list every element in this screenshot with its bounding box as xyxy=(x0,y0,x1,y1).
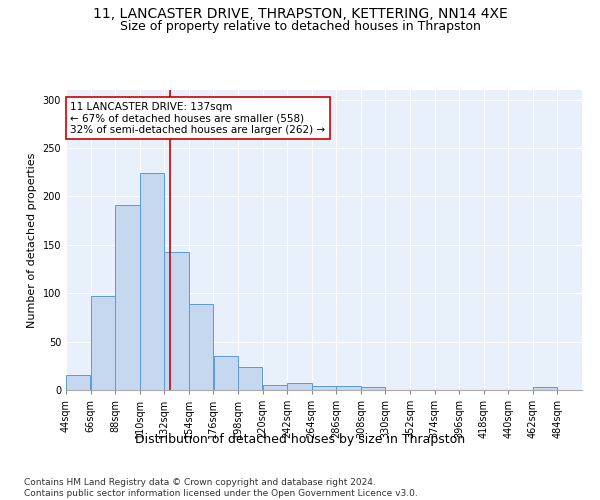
Bar xyxy=(164,252,188,390)
Bar xyxy=(337,386,361,390)
Bar xyxy=(533,387,557,390)
Text: Distribution of detached houses by size in Thrapston: Distribution of detached houses by size … xyxy=(135,432,465,446)
Text: 11, LANCASTER DRIVE, THRAPSTON, KETTERING, NN14 4XE: 11, LANCASTER DRIVE, THRAPSTON, KETTERIN… xyxy=(92,8,508,22)
Text: Size of property relative to detached houses in Thrapston: Size of property relative to detached ho… xyxy=(119,20,481,33)
Text: 11 LANCASTER DRIVE: 137sqm
← 67% of detached houses are smaller (558)
32% of sem: 11 LANCASTER DRIVE: 137sqm ← 67% of deta… xyxy=(70,102,326,135)
Bar xyxy=(115,205,140,390)
Bar xyxy=(263,385,287,390)
Bar xyxy=(66,376,91,390)
Bar xyxy=(91,296,115,390)
Text: Contains HM Land Registry data © Crown copyright and database right 2024.
Contai: Contains HM Land Registry data © Crown c… xyxy=(24,478,418,498)
Bar xyxy=(140,173,164,390)
Bar xyxy=(312,386,336,390)
Bar xyxy=(361,387,385,390)
Bar xyxy=(238,367,262,390)
Bar xyxy=(214,356,238,390)
Y-axis label: Number of detached properties: Number of detached properties xyxy=(27,152,37,328)
Bar xyxy=(287,383,311,390)
Bar xyxy=(189,304,213,390)
